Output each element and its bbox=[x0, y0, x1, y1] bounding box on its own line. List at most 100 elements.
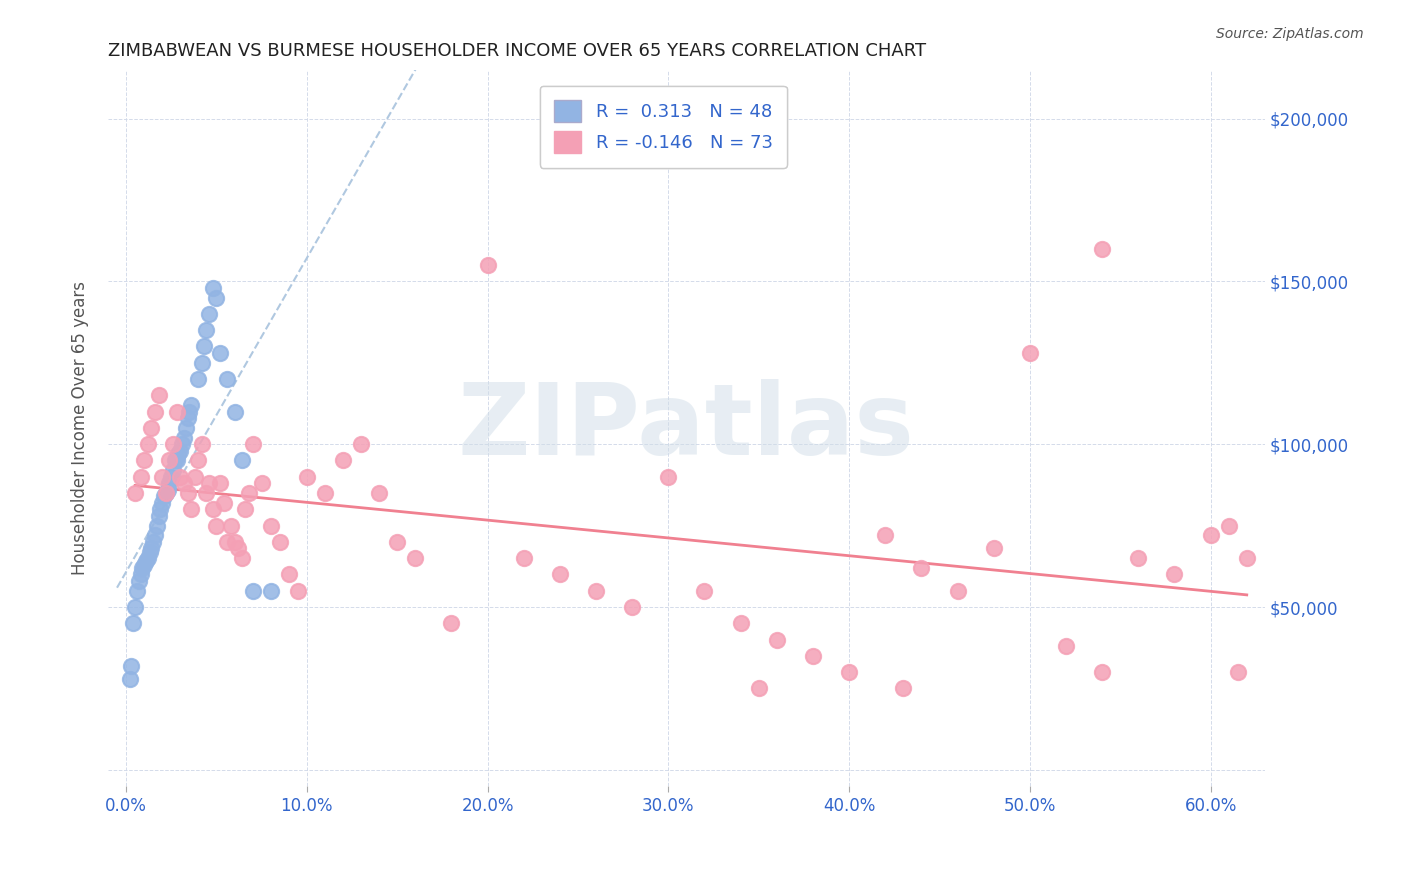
Text: ZIMBABWEAN VS BURMESE HOUSEHOLDER INCOME OVER 65 YEARS CORRELATION CHART: ZIMBABWEAN VS BURMESE HOUSEHOLDER INCOME… bbox=[108, 42, 927, 60]
Point bbox=[150, 469, 173, 483]
Point bbox=[404, 551, 426, 566]
Point bbox=[172, 437, 194, 451]
Point bbox=[250, 476, 273, 491]
Point bbox=[440, 616, 463, 631]
Point bbox=[314, 486, 336, 500]
Point bbox=[238, 486, 260, 500]
Point bbox=[198, 476, 221, 491]
Point bbox=[277, 567, 299, 582]
Point bbox=[141, 421, 163, 435]
Point bbox=[179, 404, 201, 418]
Point bbox=[201, 502, 224, 516]
Point bbox=[910, 561, 932, 575]
Point bbox=[242, 583, 264, 598]
Point bbox=[160, 469, 183, 483]
Point bbox=[1163, 567, 1185, 582]
Point bbox=[217, 372, 239, 386]
Point bbox=[191, 437, 214, 451]
Point bbox=[946, 583, 969, 598]
Point bbox=[983, 541, 1005, 556]
Point bbox=[1199, 528, 1222, 542]
Point bbox=[801, 648, 824, 663]
Point bbox=[143, 528, 166, 542]
Point bbox=[1091, 242, 1114, 256]
Point bbox=[124, 600, 146, 615]
Point bbox=[134, 453, 156, 467]
Point bbox=[748, 681, 770, 696]
Point bbox=[194, 323, 217, 337]
Point bbox=[217, 534, 239, 549]
Point bbox=[155, 486, 177, 500]
Point bbox=[125, 583, 148, 598]
Point bbox=[166, 404, 188, 418]
Point bbox=[156, 483, 179, 497]
Point bbox=[169, 443, 191, 458]
Point bbox=[173, 476, 195, 491]
Point bbox=[201, 281, 224, 295]
Point bbox=[295, 469, 318, 483]
Point bbox=[730, 616, 752, 631]
Point bbox=[231, 551, 253, 566]
Point bbox=[585, 583, 607, 598]
Point bbox=[184, 469, 207, 483]
Point bbox=[118, 672, 141, 686]
Point bbox=[187, 372, 209, 386]
Point bbox=[191, 356, 214, 370]
Point bbox=[621, 600, 644, 615]
Point bbox=[235, 502, 257, 516]
Point bbox=[142, 534, 165, 549]
Point bbox=[136, 437, 159, 451]
Point bbox=[198, 307, 221, 321]
Point bbox=[174, 421, 197, 435]
Point bbox=[138, 544, 160, 558]
Point bbox=[159, 453, 181, 467]
Point bbox=[155, 486, 177, 500]
Point bbox=[765, 632, 787, 647]
Point bbox=[149, 502, 172, 516]
Point bbox=[169, 469, 191, 483]
Point bbox=[269, 534, 291, 549]
Point bbox=[167, 447, 190, 461]
Point bbox=[1128, 551, 1150, 566]
Point bbox=[287, 583, 309, 598]
Point bbox=[176, 411, 198, 425]
Point bbox=[1236, 551, 1258, 566]
Point bbox=[135, 554, 157, 568]
Point bbox=[134, 558, 156, 572]
Point bbox=[159, 476, 181, 491]
Point bbox=[477, 258, 499, 272]
Point bbox=[193, 339, 215, 353]
Point bbox=[548, 567, 571, 582]
Point bbox=[150, 496, 173, 510]
Point bbox=[260, 583, 283, 598]
Point bbox=[129, 567, 152, 582]
Point bbox=[131, 561, 153, 575]
Point bbox=[136, 551, 159, 566]
Point bbox=[891, 681, 914, 696]
Point bbox=[1054, 639, 1077, 653]
Point bbox=[205, 291, 228, 305]
Point bbox=[176, 486, 198, 500]
Point bbox=[838, 665, 860, 680]
Point bbox=[173, 431, 195, 445]
Point bbox=[153, 489, 176, 503]
Point bbox=[1018, 346, 1040, 360]
Point bbox=[205, 518, 228, 533]
Point bbox=[1218, 518, 1240, 533]
Point bbox=[657, 469, 679, 483]
Point bbox=[512, 551, 534, 566]
Point bbox=[180, 502, 202, 516]
Point bbox=[187, 453, 209, 467]
Point bbox=[141, 541, 163, 556]
Point bbox=[1091, 665, 1114, 680]
Text: Source: ZipAtlas.com: Source: ZipAtlas.com bbox=[1216, 27, 1364, 41]
Point bbox=[194, 486, 217, 500]
Text: ZIPatlas: ZIPatlas bbox=[458, 379, 915, 476]
Point bbox=[368, 486, 391, 500]
Point bbox=[148, 388, 170, 402]
Point bbox=[212, 496, 235, 510]
Point bbox=[226, 541, 249, 556]
Y-axis label: Householder Income Over 65 years: Householder Income Over 65 years bbox=[72, 281, 89, 575]
Point bbox=[350, 437, 373, 451]
Point bbox=[180, 398, 202, 412]
